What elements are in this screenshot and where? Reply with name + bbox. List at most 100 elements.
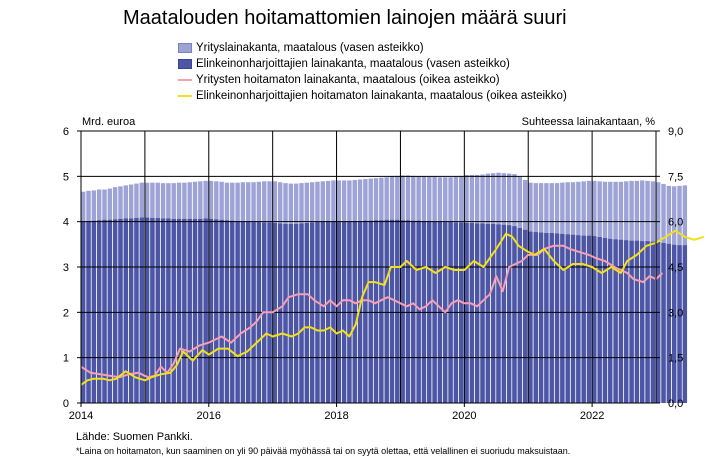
left-tick-label: 6: [63, 126, 69, 138]
x-tick-label: 2014: [69, 410, 93, 422]
right-tick-label: 6,0: [668, 217, 683, 229]
chart-title: Maatalouden hoitamattomien lainojen määr…: [123, 7, 567, 29]
bar-farmer: [96, 220, 102, 403]
bar-farmer: [219, 219, 224, 403]
legend-swatch-farmer: [178, 59, 192, 69]
bar-farmer: [597, 237, 602, 403]
axes: 0 1 2 3 4 5 6 0,0 1,5 3,0 4,5 6,0 7,5 9,0 2014 2016 2018…: [63, 116, 683, 422]
bar-farmer: [283, 223, 288, 403]
bar-farmer: [288, 223, 294, 403]
bar-farmer: [112, 219, 118, 403]
bar-farmer: [395, 219, 400, 403]
bar-farmer: [155, 218, 160, 403]
bar-farmer: [586, 235, 592, 403]
bar-farmer: [565, 234, 570, 403]
legend-item-total: Yrityslainakanta, maatalous (vasen astei…: [178, 40, 567, 56]
bar-farmer: [150, 218, 155, 403]
bar-farmer: [379, 220, 384, 403]
left-tick-label: 5: [63, 171, 69, 183]
legend-label-farmer: Elinkeinonharjoittajien lainakanta, maat…: [196, 58, 510, 70]
left-tick-label: 1: [63, 353, 69, 365]
bar-farmer: [485, 223, 491, 403]
bar-farmer: [304, 223, 310, 403]
bar-farmer: [464, 223, 469, 403]
bar-farmer: [139, 217, 144, 403]
bar-farmer: [522, 229, 528, 403]
x-tick-label: 2020: [452, 410, 476, 422]
bar-farmer: [581, 235, 586, 403]
bar-farmer: [576, 235, 581, 403]
bar-farmer: [560, 233, 565, 403]
legend-swatch-total: [178, 43, 192, 53]
bar-farmer: [533, 232, 538, 403]
legend-item-companies-npl: Yritysten hoitamaton lainakanta, maatalo…: [178, 72, 567, 88]
line-companies-npl: [80, 244, 664, 379]
bar-farmer: [214, 219, 219, 403]
bar-farmer: [528, 231, 533, 403]
bar-farmer: [554, 233, 560, 403]
legend-line-companies-npl: [178, 79, 192, 81]
bar-farmer: [203, 218, 208, 403]
bar-farmer: [682, 245, 688, 403]
bar-farmer: [208, 218, 214, 403]
npl-lines: [80, 229, 705, 386]
bar-farmer: [224, 220, 230, 403]
bar-farmer: [490, 223, 496, 403]
source-note: Lähde: Suomen Pankki.: [76, 431, 193, 443]
bar-farmer: [166, 218, 171, 403]
legend-label-farmer-npl: Elinkeinonharjoittajien hoitamaton laina…: [196, 90, 567, 102]
bar-farmer: [602, 237, 608, 403]
bar-farmer: [634, 240, 640, 403]
bar-farmer: [629, 240, 634, 403]
right-tick-label: 7,5: [668, 171, 683, 183]
right-axis-label: Suhteessa lainakantaan, %: [522, 116, 656, 128]
left-tick-label: 0: [63, 398, 69, 410]
legend-item-farmer: Elinkeinonharjoittajien lainakanta, maat…: [178, 56, 567, 72]
bar-farmer: [134, 218, 139, 403]
bar-farmer: [656, 242, 661, 403]
left-tick-label: 3: [63, 262, 69, 274]
x-tick-label: 2016: [197, 410, 221, 422]
bar-farmer: [613, 239, 618, 403]
bar-farmer: [400, 220, 405, 403]
legend-line-farmer-npl: [178, 95, 192, 97]
right-tick-label: 3,0: [668, 307, 683, 319]
bar-farmer: [661, 242, 666, 403]
bar-farmer: [618, 239, 624, 403]
bar-farmer: [512, 226, 517, 403]
bar-farmer: [501, 224, 507, 403]
bar-farmer: [592, 236, 597, 403]
legend-label-companies-npl: Yritysten hoitamaton lainakanta, maatalo…: [196, 74, 500, 86]
bar-farmer: [671, 244, 677, 403]
left-tick-label: 4: [63, 217, 69, 229]
bar-farmer: [645, 241, 650, 403]
bar-farmer: [192, 218, 198, 403]
bar-farmer: [549, 233, 554, 403]
bar-farmer: [107, 219, 113, 403]
bar-farmer: [544, 233, 549, 403]
bar-farmer: [640, 241, 645, 403]
bar-farmer: [677, 245, 682, 403]
chart-legend: Yrityslainakanta, maatalous (vasen astei…: [178, 40, 567, 104]
line-farmer-npl: [80, 229, 705, 386]
bar-farmer: [389, 219, 395, 403]
bar-farmer: [480, 223, 485, 403]
bar-farmer: [538, 232, 544, 403]
right-tick-label: 1,5: [668, 353, 683, 365]
bar-farmer: [171, 218, 176, 403]
bar-farmer: [272, 223, 278, 403]
bar-farmer: [118, 218, 123, 403]
bars-farmer-loans: [81, 217, 688, 403]
bar-farmer: [277, 223, 283, 403]
bar-farmer: [160, 218, 166, 403]
bar-farmer: [187, 218, 192, 403]
bar-farmer: [128, 218, 134, 403]
bar-farmer: [474, 223, 480, 403]
bar-farmer: [666, 243, 672, 403]
bar-farmer: [182, 218, 187, 403]
bar-farmer: [373, 220, 379, 403]
bar-farmer: [299, 223, 304, 403]
right-tick-label: 9,0: [668, 126, 683, 138]
legend-item-farmer-npl: Elinkeinonharjoittajien hoitamaton laina…: [178, 88, 567, 104]
